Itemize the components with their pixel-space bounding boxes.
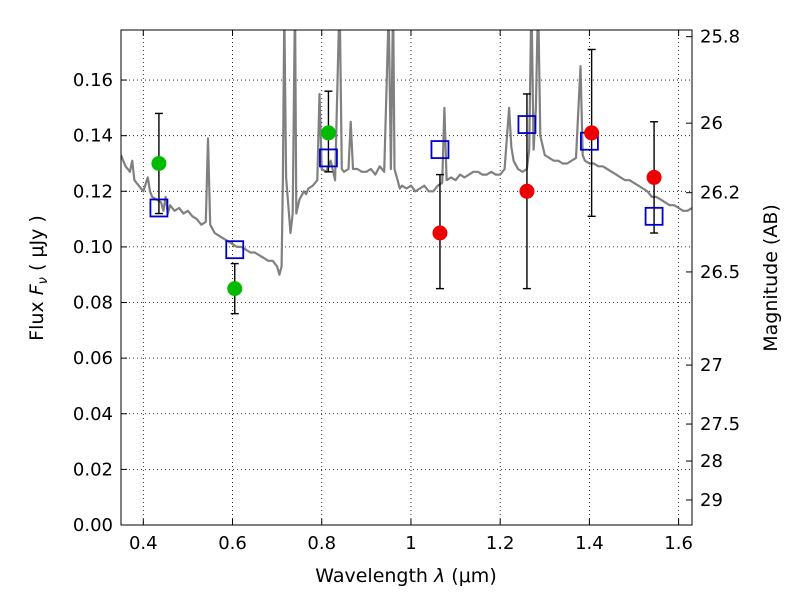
y2-axis-label: Magnitude (AB): [760, 204, 782, 352]
y-tick-label: 0.08: [73, 293, 113, 314]
axes-ticks: 0.4 0.6 0.8 1 1.2 1.4 1.6 0.00 0.02 0.04 0.06 0.08 0…: [73, 27, 740, 554]
grid: [121, 30, 692, 526]
red-flux-point: [646, 169, 662, 185]
x-tick-label: 1.4: [575, 533, 604, 554]
spectrum-line: [121, 30, 692, 276]
y-tick-label: 0.06: [73, 348, 113, 369]
y2-tick-label: 25.8: [700, 27, 740, 48]
x-tick-label: 0.8: [307, 533, 336, 554]
markers: [149, 115, 664, 297]
green-flux-point: [320, 125, 336, 141]
y2-tick-label: 26.5: [700, 262, 740, 283]
model-square-point: [644, 206, 664, 226]
y2-tick-label: 26: [700, 113, 723, 134]
plot-area: [121, 30, 692, 276]
x-tick-label: 1: [405, 533, 416, 554]
x-tick-label: 1.2: [486, 533, 515, 554]
model-square-point: [319, 148, 338, 168]
y2-tick-label: 27: [700, 355, 723, 376]
y-tick-label: 0.04: [73, 404, 113, 425]
model-square-point: [430, 140, 450, 159]
y-tick-label: 0.00: [73, 515, 113, 536]
y-axis-label: Flux Fν ( μJy ): [26, 215, 51, 341]
y2-tick-label: 29: [700, 490, 723, 511]
x-axis-label: Wavelength λ (μm): [315, 565, 496, 587]
y2-tick-label: 28: [700, 451, 723, 472]
x-tick-label: 1.6: [664, 533, 693, 554]
x-tick-label: 0.6: [218, 533, 247, 554]
error-bars: [154, 48, 659, 315]
model-square-point: [149, 198, 169, 218]
y-tick-label: 0.16: [73, 70, 113, 91]
model-square-point: [517, 115, 537, 134]
x-tick-label: 0.4: [129, 533, 158, 554]
red-flux-point: [432, 225, 448, 241]
red-flux-point: [519, 183, 535, 199]
green-flux-point: [227, 281, 243, 297]
y-tick-label: 0.14: [73, 126, 113, 147]
y2-tick-label: 27.5: [700, 414, 740, 435]
y-tick-label: 0.02: [73, 459, 113, 480]
y2-tick-label: 26.2: [700, 183, 740, 204]
model-square-point: [225, 240, 245, 260]
red-flux-point: [584, 125, 600, 141]
y-tick-label: 0.10: [73, 237, 113, 258]
plot-frame: [120, 29, 693, 526]
y-tick-label: 0.12: [73, 181, 113, 202]
green-flux-point: [151, 155, 167, 171]
